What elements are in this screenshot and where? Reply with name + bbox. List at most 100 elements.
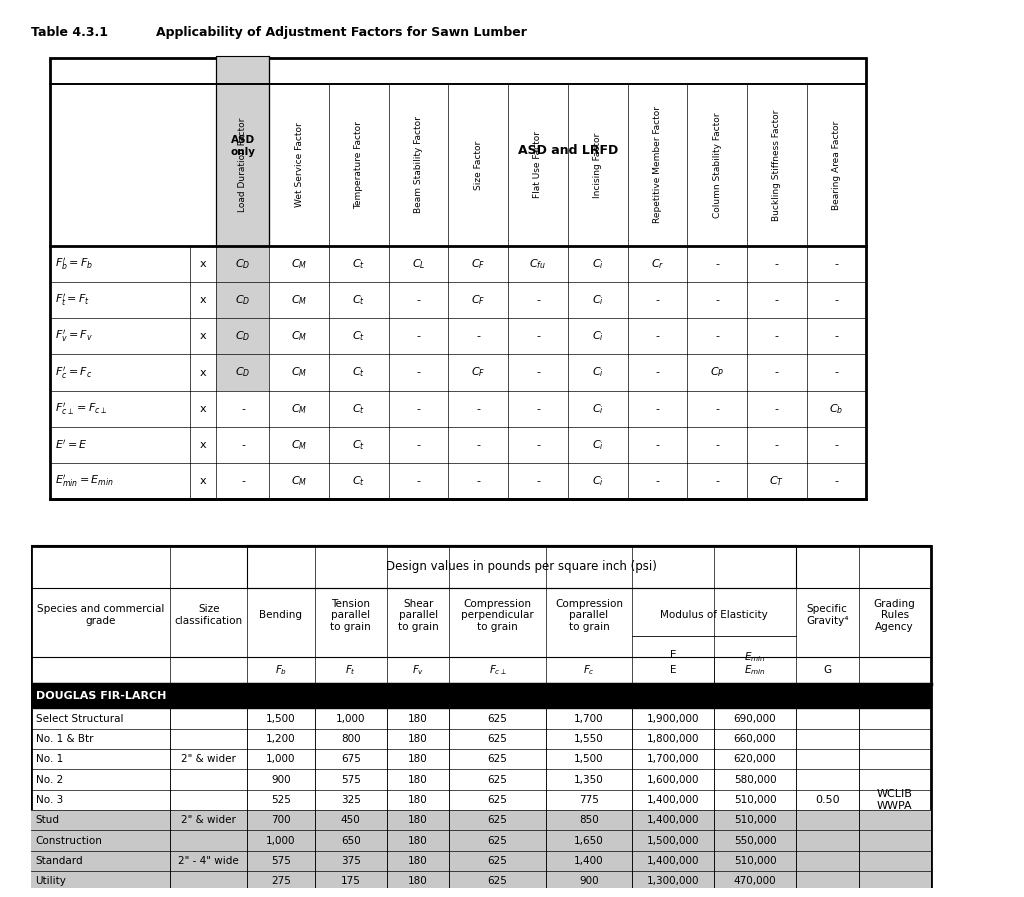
Text: No. 1 & Btr: No. 1 & Btr bbox=[36, 734, 93, 744]
Bar bbox=[216, 354, 269, 390]
Text: $C_M$: $C_M$ bbox=[291, 402, 307, 415]
Text: -: - bbox=[775, 295, 778, 305]
Text: $C_t$: $C_t$ bbox=[352, 475, 366, 488]
Text: 0.50: 0.50 bbox=[815, 795, 840, 805]
Text: $C_t$: $C_t$ bbox=[352, 293, 366, 307]
Text: 1,350: 1,350 bbox=[574, 775, 604, 785]
Text: 700: 700 bbox=[271, 815, 291, 825]
Text: Shear
parallel
to grain: Shear parallel to grain bbox=[397, 598, 438, 631]
Text: 180: 180 bbox=[409, 836, 428, 846]
Text: Compression
parallel
to grain: Compression parallel to grain bbox=[555, 598, 623, 631]
Bar bbox=[31, 831, 931, 851]
Text: Bearing Area Factor: Bearing Area Factor bbox=[831, 120, 841, 210]
Text: 1,200: 1,200 bbox=[266, 734, 296, 744]
Text: $C_T$: $C_T$ bbox=[769, 475, 784, 488]
Text: -: - bbox=[536, 331, 540, 342]
Text: 1,000: 1,000 bbox=[266, 754, 296, 764]
Text: $F_t' = F_t$: $F_t' = F_t$ bbox=[55, 292, 90, 309]
Text: $C_i$: $C_i$ bbox=[592, 329, 603, 344]
Text: -: - bbox=[715, 476, 719, 486]
Text: 180: 180 bbox=[409, 856, 428, 866]
Bar bbox=[216, 246, 269, 283]
Text: -: - bbox=[775, 440, 778, 449]
Text: 180: 180 bbox=[409, 734, 428, 744]
Text: -: - bbox=[655, 331, 659, 342]
Text: -: - bbox=[417, 404, 421, 414]
Text: G: G bbox=[823, 666, 831, 675]
Text: x: x bbox=[200, 476, 206, 486]
Text: 180: 180 bbox=[409, 775, 428, 785]
Text: 180: 180 bbox=[409, 815, 428, 825]
Text: -: - bbox=[241, 404, 245, 414]
Text: $F_v' = F_v$: $F_v' = F_v$ bbox=[55, 328, 93, 344]
Text: 1,300,000: 1,300,000 bbox=[647, 876, 699, 886]
Text: Repetitive Member Factor: Repetitive Member Factor bbox=[653, 107, 662, 223]
Text: $C_L$: $C_L$ bbox=[412, 257, 425, 271]
Text: 1,650: 1,650 bbox=[574, 836, 604, 846]
Text: Flat Use Factor: Flat Use Factor bbox=[534, 132, 543, 198]
Text: -: - bbox=[715, 295, 719, 305]
Text: -: - bbox=[536, 368, 540, 378]
Bar bbox=[31, 851, 931, 871]
Text: $C_M$: $C_M$ bbox=[291, 366, 307, 379]
Text: -: - bbox=[536, 476, 540, 486]
Text: -: - bbox=[417, 476, 421, 486]
Text: x: x bbox=[200, 404, 206, 414]
Text: -: - bbox=[835, 295, 839, 305]
Text: 1,500,000: 1,500,000 bbox=[647, 836, 699, 846]
Text: 1,800,000: 1,800,000 bbox=[647, 734, 699, 744]
Text: Column Stability Factor: Column Stability Factor bbox=[713, 112, 722, 218]
Text: Load Duration Factor: Load Duration Factor bbox=[239, 118, 248, 212]
Text: Applicability of Adjustment Factors for Sawn Lumber: Applicability of Adjustment Factors for … bbox=[156, 25, 526, 39]
Text: 275: 275 bbox=[271, 876, 291, 886]
Text: 625: 625 bbox=[487, 856, 508, 866]
Text: $F_b' = F_b$: $F_b' = F_b$ bbox=[55, 256, 93, 272]
Text: Species and commercial
grade: Species and commercial grade bbox=[37, 605, 164, 626]
Text: E: E bbox=[670, 649, 677, 659]
Text: ASD and LRFD: ASD and LRFD bbox=[518, 144, 617, 158]
Text: Construction: Construction bbox=[36, 836, 102, 846]
Text: E: E bbox=[670, 666, 677, 675]
Text: 1,400,000: 1,400,000 bbox=[647, 856, 699, 866]
Text: 510,000: 510,000 bbox=[734, 815, 776, 825]
Text: -: - bbox=[775, 404, 778, 414]
Text: -: - bbox=[655, 440, 659, 449]
Text: $F_{c\perp}$: $F_{c\perp}$ bbox=[488, 664, 507, 677]
Text: $C_i$: $C_i$ bbox=[592, 257, 603, 271]
Text: -: - bbox=[775, 259, 778, 269]
Text: Incising Factor: Incising Factor bbox=[593, 132, 602, 197]
Text: $C_F$: $C_F$ bbox=[471, 366, 485, 379]
Text: $C_M$: $C_M$ bbox=[291, 475, 307, 488]
Text: $C_r$: $C_r$ bbox=[650, 257, 664, 271]
Text: 180: 180 bbox=[409, 714, 428, 724]
Text: -: - bbox=[655, 404, 659, 414]
Text: 1,400,000: 1,400,000 bbox=[647, 815, 699, 825]
Text: $C_t$: $C_t$ bbox=[352, 257, 366, 271]
Text: $C_t$: $C_t$ bbox=[352, 329, 366, 344]
Text: 1,400,000: 1,400,000 bbox=[647, 795, 699, 805]
Text: 625: 625 bbox=[487, 795, 508, 805]
Text: Size
classification: Size classification bbox=[175, 605, 243, 626]
Text: Grading
Rules
Agency: Grading Rules Agency bbox=[873, 598, 915, 631]
Text: Utility: Utility bbox=[36, 876, 67, 886]
Text: 450: 450 bbox=[341, 815, 360, 825]
Text: -: - bbox=[241, 440, 245, 449]
Text: 1,000: 1,000 bbox=[266, 836, 296, 846]
Text: $C_F$: $C_F$ bbox=[471, 257, 485, 271]
Text: 2" & wider: 2" & wider bbox=[181, 815, 237, 825]
Text: 550,000: 550,000 bbox=[734, 836, 776, 846]
Text: 1,000: 1,000 bbox=[336, 714, 366, 724]
Text: 525: 525 bbox=[271, 795, 291, 805]
Text: x: x bbox=[200, 259, 206, 269]
Text: -: - bbox=[536, 440, 540, 449]
Text: $C_D$: $C_D$ bbox=[236, 257, 251, 271]
Text: $C_i$: $C_i$ bbox=[592, 293, 603, 307]
Text: 470,000: 470,000 bbox=[734, 876, 776, 886]
Text: DOUGLAS FIR-LARCH: DOUGLAS FIR-LARCH bbox=[36, 692, 166, 701]
Text: $F_v$: $F_v$ bbox=[412, 664, 424, 677]
Text: -: - bbox=[476, 404, 480, 414]
Text: 575: 575 bbox=[271, 856, 291, 866]
Text: 625: 625 bbox=[487, 775, 508, 785]
Text: $C_t$: $C_t$ bbox=[352, 402, 366, 415]
Text: $C_P$: $C_P$ bbox=[710, 366, 724, 379]
